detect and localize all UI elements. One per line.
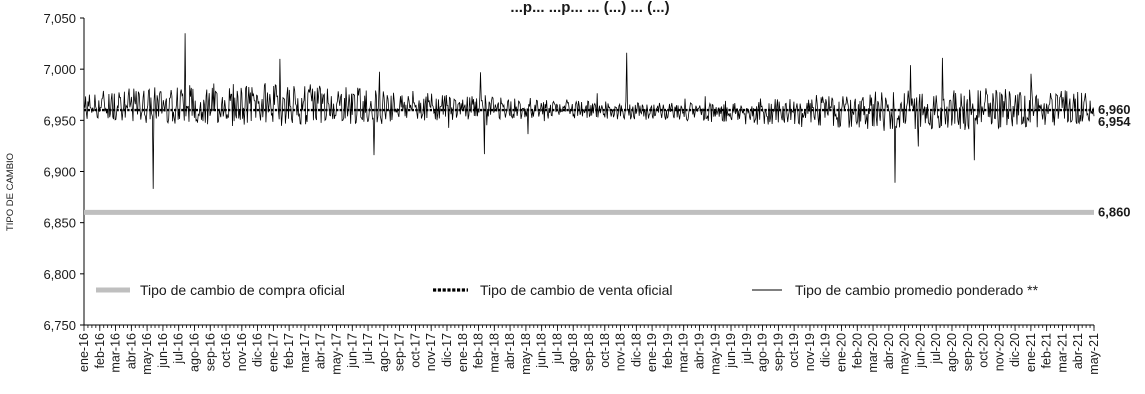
x-tick-label: mar-20 (866, 333, 880, 373)
y-tick-label: 6,800 (43, 267, 76, 282)
x-tick-label: dic-19 (819, 333, 833, 367)
x-tick-label: nov-20 (992, 333, 1006, 371)
x-tick-label: abr-16 (124, 333, 138, 369)
x-tick-label: mar-18 (487, 333, 501, 373)
x-tick-label: feb-16 (93, 333, 107, 368)
legend-label-promedio: Tipo de cambio promedio ponderado ** (795, 282, 1039, 298)
x-tick-label: feb-18 (472, 333, 486, 368)
x-tick-label: oct-17 (408, 333, 422, 368)
x-tick-label: nov-17 (424, 333, 438, 371)
x-tick-label: ago-17 (377, 333, 391, 372)
x-tick-label: jul-19 (740, 333, 754, 365)
x-tick-label: mar-16 (109, 333, 123, 373)
x-tick-label: oct-19 (787, 333, 801, 368)
x-tick-label: ene-20 (835, 333, 849, 372)
x-tick-label: abr-21 (1071, 333, 1085, 369)
x-tick-label: may-19 (708, 333, 722, 375)
x-tick-label: jul-20 (929, 333, 943, 365)
x-tick-label: abr-20 (882, 333, 896, 369)
x-axis: ene-16 feb-16 mar-16 abr-16 may-16 jun-16 jul-… (77, 324, 1101, 375)
x-tick-label: nov-16 (235, 333, 249, 371)
x-tick-label: abr-18 (503, 333, 517, 369)
x-tick-label: jul-17 (361, 333, 375, 365)
x-tick-label: dic-17 (440, 333, 454, 367)
x-tick-label: jun-17 (345, 333, 359, 369)
x-tick-label: mar-17 (298, 333, 312, 373)
x-tick-label: dic-16 (251, 333, 265, 367)
x-tick-label: oct-16 (219, 333, 233, 368)
x-tick-label: oct-18 (598, 333, 612, 368)
x-tick-label: mar-19 (677, 333, 691, 373)
x-tick-label: ene-16 (77, 333, 91, 372)
y-axis-label: TIPO DE CAMBIO (5, 153, 16, 231)
x-tick-label: ene-19 (645, 333, 659, 372)
y-tick-label: 7,000 (43, 62, 76, 77)
x-tick-label: jul-18 (550, 333, 564, 365)
x-tick-label: sep-20 (961, 333, 975, 371)
x-tick-label: jun-16 (156, 333, 170, 369)
x-tick-label: sep-16 (203, 333, 217, 371)
chart-title: ...p... ...p... ... (...) ... (...) (510, 0, 669, 16)
x-tick-label: feb-21 (1040, 333, 1054, 368)
x-tick-label: abr-19 (692, 333, 706, 369)
x-tick-label: ene-18 (456, 333, 470, 372)
x-tick-label: nov-19 (803, 333, 817, 371)
x-tick-label: sep-17 (393, 333, 407, 371)
x-tick-label: jul-16 (172, 333, 186, 365)
x-tick-label: ago-18 (566, 333, 580, 372)
x-tick-label: feb-17 (282, 333, 296, 368)
legend-label-compra: Tipo de cambio de compra oficial (140, 282, 345, 298)
x-tick-label: ago-20 (945, 333, 959, 372)
y-tick-label: 6,900 (43, 165, 76, 180)
y-axis: 6,750 6,800 6,850 6,900 6,950 7,000 7,050 (43, 11, 85, 333)
x-tick-label: feb-20 (850, 333, 864, 368)
x-tick-label: ene-21 (1024, 333, 1038, 372)
x-tick-label: ago-16 (187, 333, 201, 372)
x-tick-label: jun-18 (535, 333, 549, 369)
x-tick-label: sep-18 (582, 333, 596, 371)
y-tick-label: 6,850 (43, 216, 76, 231)
x-tick-label: oct-20 (977, 333, 991, 368)
x-tick-label: sep-19 (771, 333, 785, 371)
x-tick-label: may-18 (519, 333, 533, 375)
x-tick-label: ago-19 (756, 333, 770, 372)
x-tick-label: mar-21 (1055, 333, 1069, 373)
x-tick-label: nov-18 (614, 333, 628, 371)
x-tick-label: jun-20 (913, 333, 927, 369)
end-label-promedio: 6,954 (1098, 114, 1131, 129)
x-tick-label: may-16 (140, 333, 154, 375)
x-tick-label: may-20 (898, 333, 912, 375)
x-tick-label: feb-19 (661, 333, 675, 368)
x-tick-label: jun-19 (724, 333, 738, 369)
series-layer (83, 33, 1095, 215)
end-label-compra: 6,860 (1098, 204, 1131, 219)
y-tick-label: 7,050 (43, 11, 76, 26)
y-tick-label: 6,950 (43, 113, 76, 128)
y-tick-label: 6,750 (43, 318, 76, 333)
x-tick-label: dic-18 (629, 333, 643, 367)
x-tick-label: may-21 (1087, 333, 1101, 375)
x-tick-label: abr-17 (314, 333, 328, 369)
end-label-venta: 6,960 (1098, 102, 1131, 117)
legend: Tipo de cambio de compra oficial Tipo de … (96, 282, 1039, 298)
x-tick-label: ene-17 (266, 333, 280, 372)
x-tick-label: dic-20 (1008, 333, 1022, 367)
x-tick-label: may-17 (330, 333, 344, 375)
legend-label-venta: Tipo de cambio de venta oficial (480, 282, 672, 298)
